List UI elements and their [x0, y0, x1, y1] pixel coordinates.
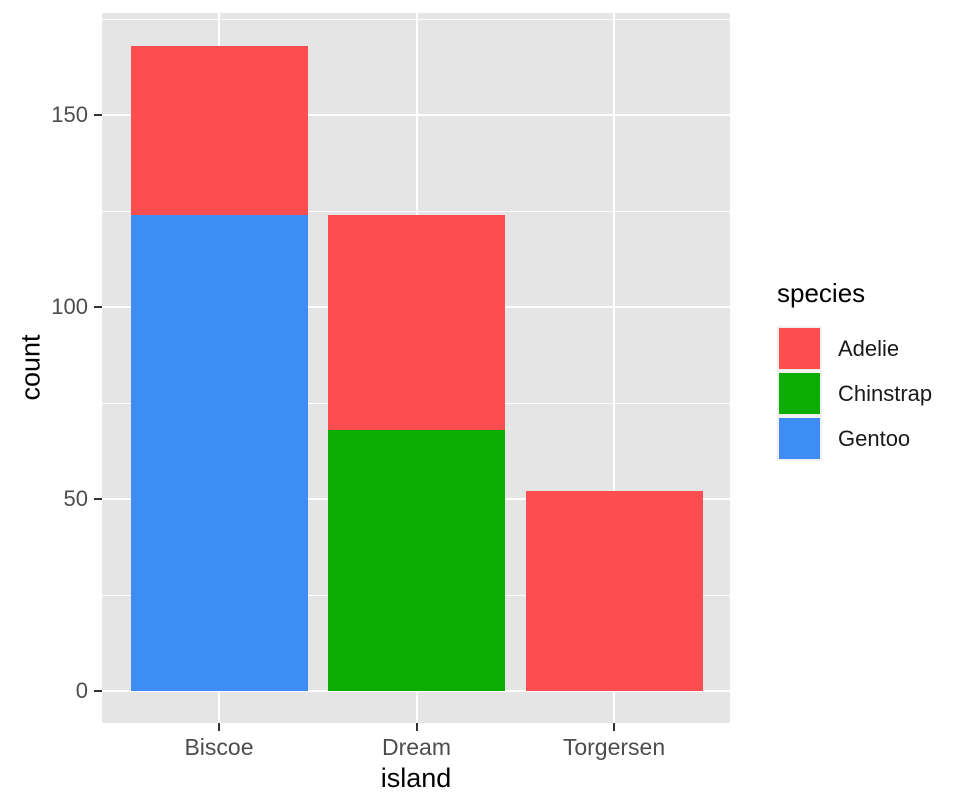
legend-key-gentoo: [777, 416, 822, 461]
y-axis-tick: [94, 306, 102, 308]
legend-title: species: [777, 278, 866, 308]
bar-segment-adelie-torgersen: [525, 491, 703, 691]
y-axis-tick: [94, 498, 102, 500]
legend-entry-chinstrap: Chinstrap: [777, 371, 932, 416]
gridline-vertical-major: [613, 13, 615, 723]
bar-segment-gentoo-biscoe: [130, 214, 308, 691]
y-axis-tick-label: 150: [51, 102, 88, 127]
y-axis-tick-label: 0: [75, 678, 88, 703]
legend-key-chinstrap: [777, 371, 822, 416]
bar-segment-adelie-biscoe: [130, 45, 308, 215]
x-axis-tick-label: Dream: [381, 734, 451, 760]
y-axis-tick-label: 50: [63, 486, 88, 511]
legend-key-adelie: [777, 326, 822, 371]
legend-entry-gentoo: Gentoo: [777, 416, 932, 461]
bar-segment-adelie-dream: [328, 214, 505, 430]
plot-panel: [102, 13, 730, 723]
y-axis-tick: [94, 690, 102, 692]
legend-label: Chinstrap: [838, 380, 933, 406]
bar-segment-chinstrap-dream: [328, 429, 505, 691]
x-axis-tick-label: Torgersen: [562, 734, 666, 760]
legend-entry-adelie: Adelie: [777, 326, 932, 371]
y-axis-tick-label: 100: [51, 294, 88, 319]
x-axis-tick: [218, 723, 220, 731]
x-axis-tick: [613, 723, 615, 731]
x-axis-tick: [415, 723, 418, 731]
legend-entries: Adelie Chinstrap Gentoo: [777, 326, 932, 461]
x-axis-tick-label: Biscoe: [184, 734, 254, 760]
legend-label: Gentoo: [838, 425, 911, 451]
legend: species Adelie Chinstrap Gentoo: [777, 278, 932, 461]
legend-label: Adelie: [838, 335, 900, 361]
x-axis-title: island: [380, 763, 452, 793]
y-axis-title: count: [15, 334, 46, 401]
y-axis-tick: [94, 114, 102, 116]
